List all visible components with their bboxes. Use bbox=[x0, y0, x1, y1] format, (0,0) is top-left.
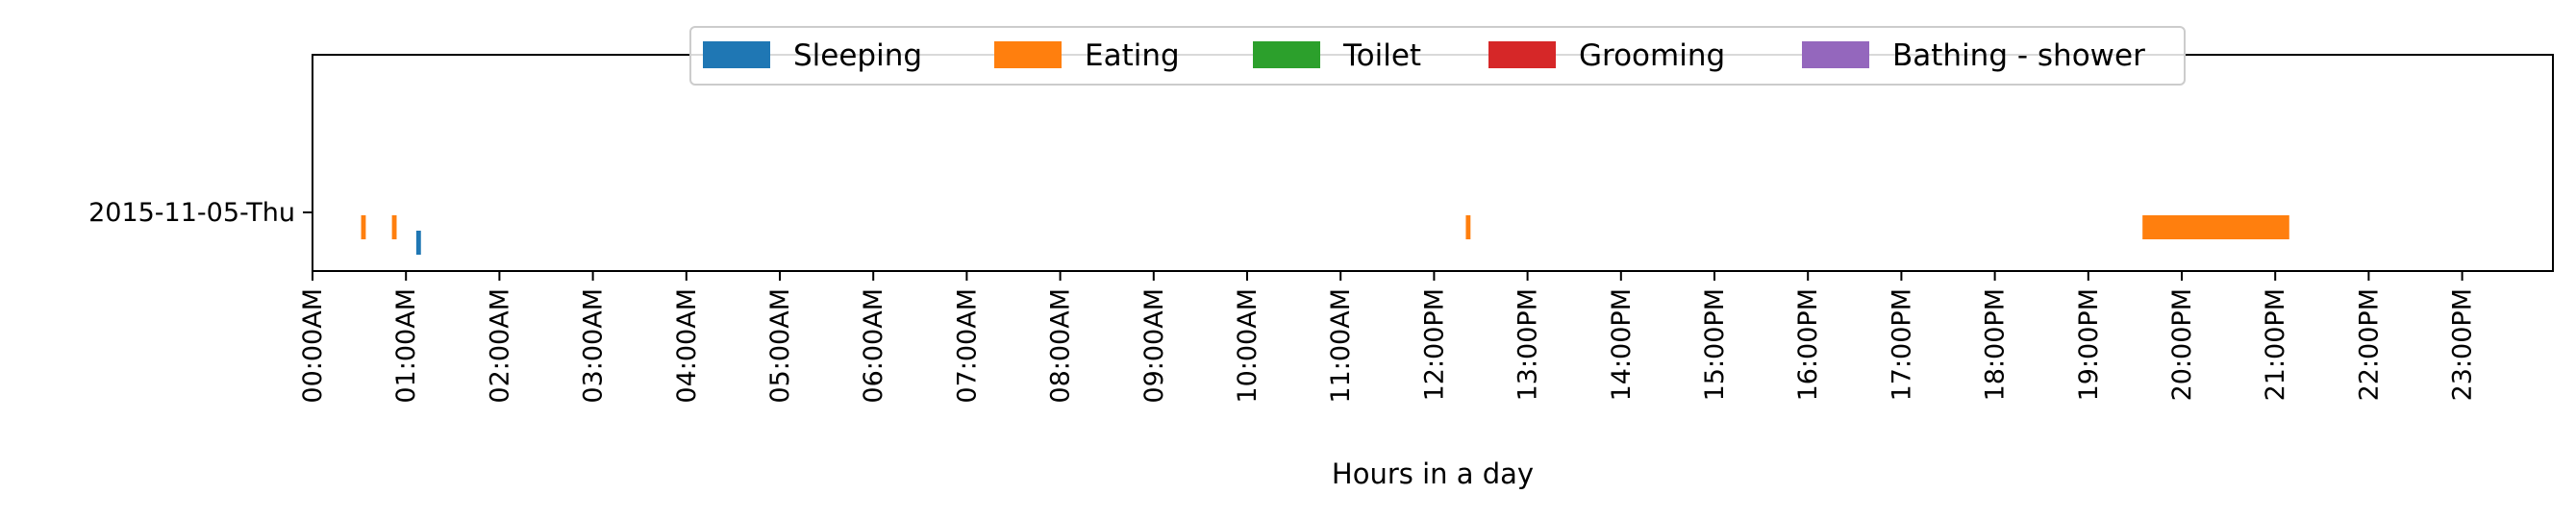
x-tick-label: 03:00AM bbox=[579, 288, 609, 404]
legend-swatch-toilet bbox=[1253, 41, 1320, 68]
x-tick-label: 12:00PM bbox=[1419, 288, 1449, 401]
legend-label-eating: Eating bbox=[1085, 38, 1180, 73]
x-tick-label: 04:00AM bbox=[672, 288, 702, 404]
legend-label-bathing-shower: Bathing - shower bbox=[1892, 38, 2145, 73]
chart-marks bbox=[361, 215, 2289, 255]
y-tick-label: 2015-11-05-Thu bbox=[88, 198, 295, 228]
legend: Sleeping Eating Toilet Grooming Bathing - sh… bbox=[689, 26, 2186, 86]
interval-eating bbox=[361, 215, 366, 239]
x-tick-label: 16:00PM bbox=[1793, 288, 1823, 401]
x-tick-label: 05:00AM bbox=[765, 288, 795, 404]
interval-sleeping bbox=[415, 231, 421, 255]
legend-swatch-bathing-shower bbox=[1802, 41, 1869, 68]
x-axis-label: Hours in a day bbox=[1332, 457, 1534, 490]
x-tick-label: 01:00AM bbox=[391, 288, 421, 404]
x-tick-label: 06:00AM bbox=[859, 288, 888, 404]
y-axis: 2015-11-05-Thu bbox=[88, 198, 313, 228]
legend-swatch-eating bbox=[994, 41, 1062, 68]
legend-label-sleeping: Sleeping bbox=[793, 38, 922, 73]
x-tick-label: 10:00AM bbox=[1233, 288, 1263, 404]
x-tick-label: 22:00PM bbox=[2354, 288, 2384, 401]
x-tick-label: 20:00PM bbox=[2167, 288, 2197, 401]
legend-swatch-grooming bbox=[1488, 41, 1556, 68]
x-tick-label: 17:00PM bbox=[1887, 288, 1916, 401]
x-tick-label: 19:00PM bbox=[2074, 288, 2104, 401]
x-tick-label: 15:00PM bbox=[1700, 288, 1730, 401]
x-tick-label: 00:00AM bbox=[298, 288, 328, 404]
legend-label-toilet: Toilet bbox=[1342, 38, 1421, 73]
x-tick-label: 02:00AM bbox=[485, 288, 514, 404]
x-tick-label: 07:00AM bbox=[952, 288, 982, 404]
x-tick-label: 13:00PM bbox=[1513, 288, 1543, 401]
legend-label-grooming: Grooming bbox=[1579, 38, 1725, 73]
x-tick-label: 08:00AM bbox=[1046, 288, 1076, 404]
x-tick-label: 18:00PM bbox=[1981, 288, 2011, 401]
interval-eating bbox=[2142, 215, 2289, 239]
interval-eating bbox=[391, 215, 397, 239]
x-tick-label: 21:00PM bbox=[2261, 288, 2290, 401]
x-tick-label: 11:00AM bbox=[1326, 288, 1356, 404]
x-axis: 00:00AM 01:00AM 02:00AM 03:00AM 04:00AM 05:00… bbox=[298, 271, 2478, 404]
x-tick-label: 14:00PM bbox=[1607, 288, 1637, 401]
legend-swatch-sleeping bbox=[703, 41, 770, 68]
x-tick-label: 23:00PM bbox=[2448, 288, 2478, 401]
x-tick-label: 09:00AM bbox=[1139, 288, 1169, 404]
interval-eating bbox=[1465, 215, 1471, 239]
